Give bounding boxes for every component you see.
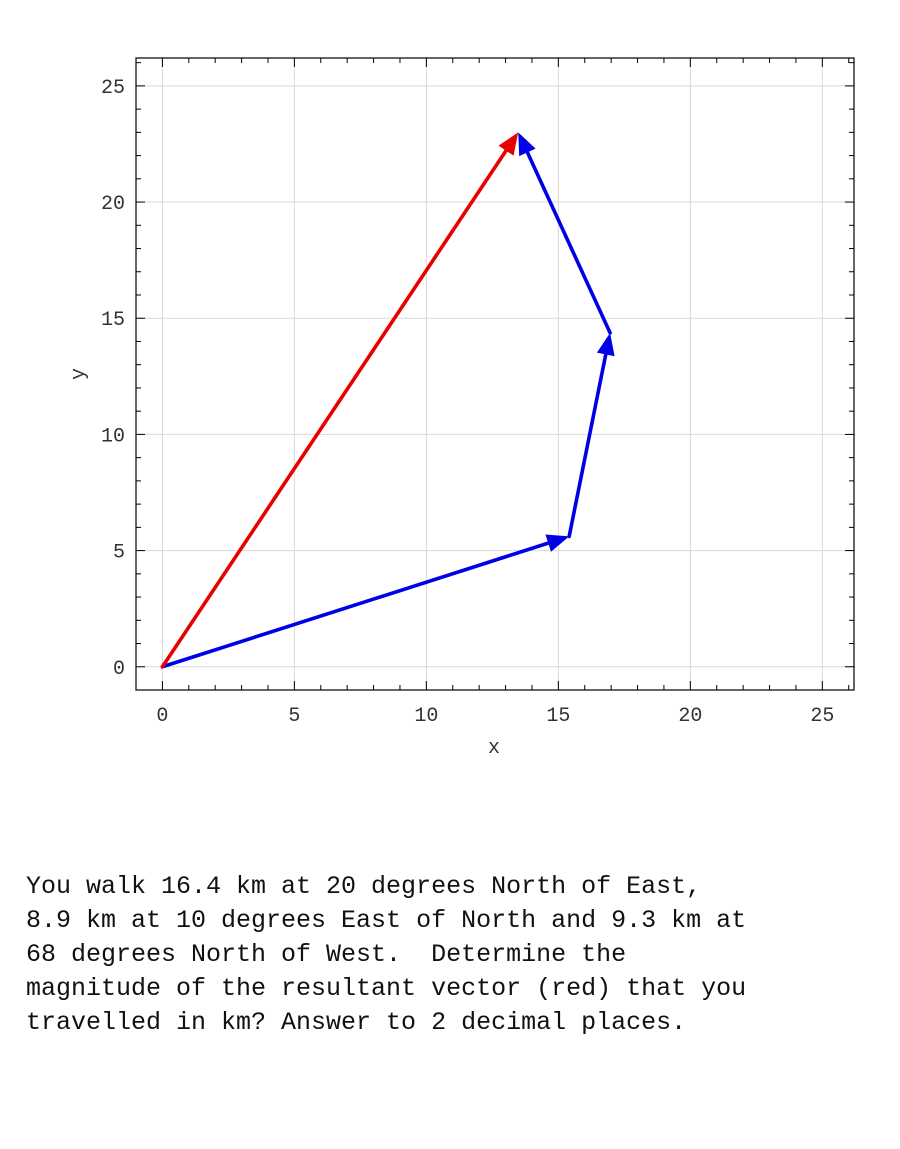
y-axis-label: y — [68, 368, 91, 380]
question-line: travelled in km? Answer to 2 decimal pla… — [26, 1008, 687, 1037]
x-tick-label: 0 — [156, 705, 168, 728]
vector-shaft — [160, 540, 552, 669]
question-line: 68 degrees North of West. Determine the — [26, 940, 627, 969]
vector-arrowhead — [518, 132, 536, 157]
y-tick-label: 5 — [113, 542, 125, 565]
y-tick-label: 0 — [113, 658, 125, 681]
vector-shaft — [524, 148, 612, 335]
plot-frame — [135, 57, 855, 691]
tick-labels: 0 5 10 15 20 25 0 5 10 15 20 25 — [101, 77, 834, 728]
vector-plot: 0 5 10 15 20 25 0 5 10 15 20 25 x y — [68, 57, 855, 760]
vector-shaft — [567, 350, 608, 539]
question-line: You walk 16.4 km at 20 degrees North of … — [26, 872, 702, 901]
x-tick-label: 20 — [678, 705, 702, 728]
x-tick-label: 10 — [414, 705, 438, 728]
vectors — [160, 132, 615, 669]
vector-shaft — [160, 147, 509, 669]
x-tick-label: 25 — [810, 705, 834, 728]
question-line: 8.9 km at 10 degrees East of North and 9… — [26, 906, 747, 935]
axis-ticks — [135, 58, 854, 691]
question-line: magnitude of the resultant vector (red) … — [26, 974, 747, 1003]
vector-arrowhead — [498, 132, 519, 156]
x-tick-label: 5 — [288, 705, 300, 728]
grid — [136, 58, 854, 690]
vector-arrowhead — [596, 332, 615, 357]
y-tick-label: 15 — [101, 309, 125, 332]
y-tick-label: 25 — [101, 77, 125, 100]
y-tick-label: 20 — [101, 193, 125, 216]
vector-arrowhead — [545, 534, 570, 552]
y-tick-label: 10 — [101, 425, 125, 448]
x-axis-label: x — [488, 737, 500, 760]
x-tick-label: 15 — [546, 705, 570, 728]
question-text: You walk 16.4 km at 20 degrees North of … — [26, 870, 886, 1040]
